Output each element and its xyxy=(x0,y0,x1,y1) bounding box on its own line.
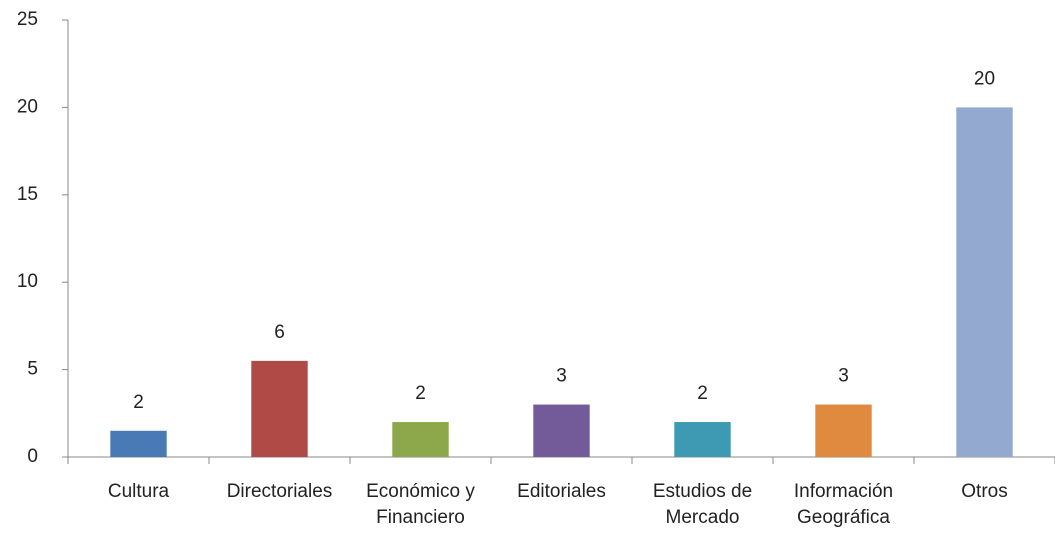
data-label: 6 xyxy=(274,322,285,343)
y-tick-label: 20 xyxy=(17,96,38,117)
x-tick-label: Información Geográfica xyxy=(793,481,894,528)
bar xyxy=(815,404,872,457)
bar xyxy=(392,422,449,457)
data-label: 3 xyxy=(556,366,567,387)
bar xyxy=(533,404,590,457)
x-tick-label: Estudios de Mercado xyxy=(652,481,753,528)
x-tick-label: Económico y Financiero xyxy=(366,481,475,528)
bar xyxy=(674,422,731,457)
data-label: 20 xyxy=(974,68,995,89)
x-tick-label: Cultura xyxy=(107,481,170,502)
bar xyxy=(110,430,167,457)
y-tick-label: 15 xyxy=(17,184,38,205)
x-tick-label: Editoriales xyxy=(517,481,606,502)
y-tick-label: 10 xyxy=(17,271,38,292)
y-tick-label: 25 xyxy=(17,9,38,30)
y-tick-label: 0 xyxy=(27,446,38,467)
bar xyxy=(956,107,1013,458)
data-label: 2 xyxy=(697,383,708,404)
y-tick-label: 5 xyxy=(27,359,38,380)
data-label: 2 xyxy=(133,392,144,413)
x-tick-label: Otros xyxy=(961,481,1008,502)
bar xyxy=(251,360,308,457)
x-tick-label: Directoriales xyxy=(226,481,333,502)
data-label: 2 xyxy=(415,383,426,404)
data-label: 3 xyxy=(838,366,849,387)
